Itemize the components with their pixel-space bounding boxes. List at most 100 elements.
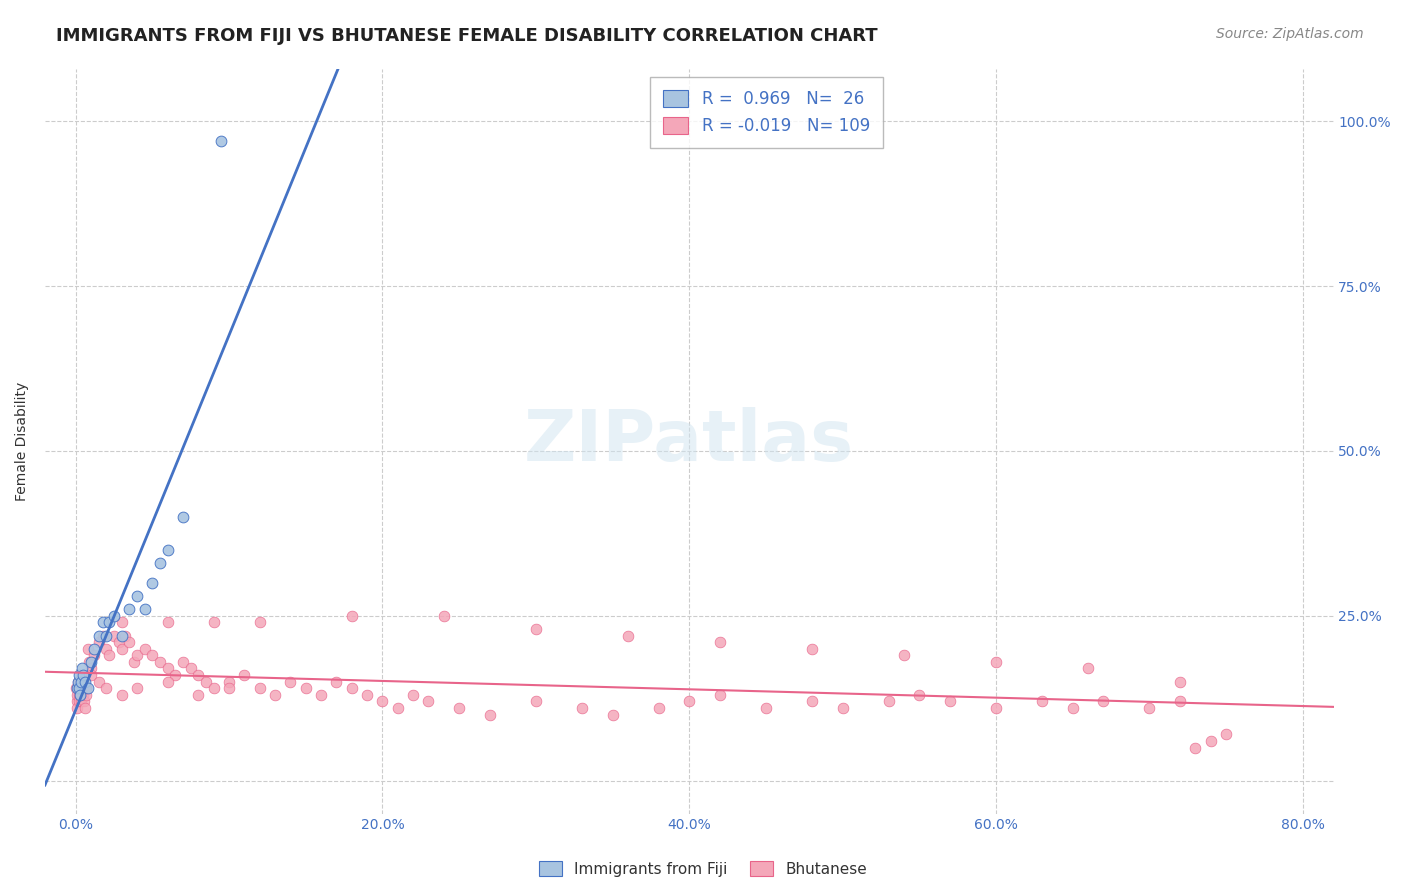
Point [524, 622, 547, 636]
Point [96, 681, 118, 696]
Point [1215, 727, 1237, 741]
Point [218, 674, 240, 689]
Point [709, 635, 731, 649]
Point [893, 648, 915, 663]
Point [77, 681, 100, 696]
Point [571, 701, 593, 715]
Point [209, 134, 232, 148]
Point [478, 707, 501, 722]
Point [98, 648, 121, 663]
Point [141, 575, 163, 590]
Point [65, 681, 87, 696]
Point [73, 674, 96, 689]
Point [96, 641, 118, 656]
Point [340, 681, 363, 696]
Point [1062, 701, 1084, 715]
Point [75, 688, 97, 702]
Point [73, 694, 96, 708]
Point [69, 674, 91, 689]
Point [402, 688, 425, 702]
Point [984, 655, 1007, 669]
Point [418, 694, 440, 708]
Point [72, 668, 94, 682]
Point [67, 668, 90, 682]
Point [294, 681, 316, 696]
Y-axis label: Female Disability: Female Disability [15, 382, 30, 500]
Point [233, 668, 256, 682]
Point [70, 681, 93, 696]
Point [908, 688, 931, 702]
Point [125, 648, 148, 663]
Text: ZIPatlas: ZIPatlas [524, 407, 855, 475]
Point [69, 681, 91, 696]
Point [309, 688, 332, 702]
Point [1184, 740, 1206, 755]
Point [67, 688, 90, 702]
Point [172, 655, 194, 669]
Point [83, 648, 105, 663]
Point [187, 688, 209, 702]
Point [877, 694, 900, 708]
Point [325, 674, 347, 689]
Point [70, 661, 93, 675]
Point [75, 681, 97, 696]
Point [1139, 701, 1161, 715]
Point [1199, 734, 1222, 748]
Point [80, 661, 103, 675]
Point [187, 668, 209, 682]
Point [156, 542, 179, 557]
Point [249, 681, 271, 696]
Text: Source: ZipAtlas.com: Source: ZipAtlas.com [1216, 27, 1364, 41]
Point [80, 668, 103, 682]
Point [70, 674, 93, 689]
Point [122, 655, 145, 669]
Point [264, 688, 287, 702]
Point [72, 688, 94, 702]
Point [114, 628, 136, 642]
Point [800, 694, 823, 708]
Point [1077, 661, 1099, 675]
Point [111, 628, 134, 642]
Point [87, 635, 110, 649]
Point [72, 674, 94, 689]
Point [87, 674, 110, 689]
Point [387, 701, 409, 715]
Point [69, 694, 91, 708]
Point [156, 661, 179, 675]
Point [91, 628, 114, 642]
Point [73, 701, 96, 715]
Text: IMMIGRANTS FROM FIJI VS BHUTANESE FEMALE DISABILITY CORRELATION CHART: IMMIGRANTS FROM FIJI VS BHUTANESE FEMALE… [56, 27, 877, 45]
Point [195, 674, 218, 689]
Point [80, 655, 103, 669]
Point [218, 681, 240, 696]
Point [118, 602, 141, 616]
Point [107, 635, 129, 649]
Point [69, 688, 91, 702]
Point [149, 655, 172, 669]
Point [134, 641, 156, 656]
Point [340, 608, 363, 623]
Point [70, 688, 93, 702]
Point [524, 694, 547, 708]
Point [66, 694, 89, 708]
Legend: Immigrants from Fiji, Bhutanese: Immigrants from Fiji, Bhutanese [531, 853, 875, 884]
Point [75, 681, 97, 696]
Point [709, 688, 731, 702]
Point [280, 674, 302, 689]
Point [647, 701, 669, 715]
Point [72, 681, 94, 696]
Point [180, 661, 202, 675]
Point [1031, 694, 1053, 708]
Point [111, 688, 134, 702]
Point [67, 681, 90, 696]
Point [831, 701, 853, 715]
Point [172, 509, 194, 524]
Point [433, 608, 456, 623]
Point [69, 681, 91, 696]
Point [96, 628, 118, 642]
Point [156, 615, 179, 630]
Legend: R =  0.969   N=  26, R = -0.019   N= 109: R = 0.969 N= 26, R = -0.019 N= 109 [650, 77, 883, 148]
Point [755, 701, 778, 715]
Point [1168, 674, 1191, 689]
Point [678, 694, 700, 708]
